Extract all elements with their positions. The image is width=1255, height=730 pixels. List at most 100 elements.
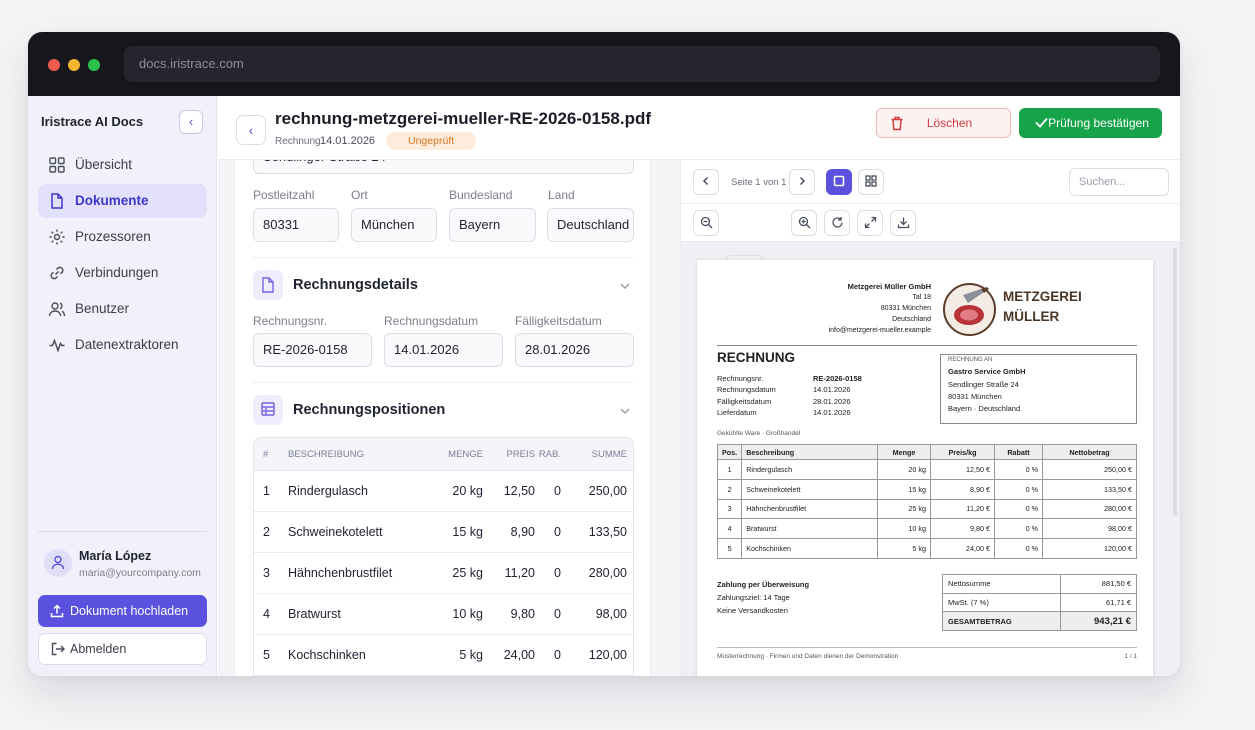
viewer-search-input[interactable]: Suchen... <box>1069 168 1169 196</box>
country-field[interactable]: Deutschland <box>547 208 634 242</box>
sidebar-item-overview[interactable]: Übersicht <box>38 148 207 182</box>
pdf-cell: 25 kg <box>877 498 931 520</box>
download-button[interactable] <box>890 210 916 236</box>
chevron-down-icon[interactable] <box>618 279 632 293</box>
table-icon <box>261 402 275 416</box>
sidebar-item-connections[interactable]: Verbindungen <box>38 256 207 290</box>
document-icon <box>262 277 274 293</box>
row-discount: 0 <box>554 566 561 580</box>
row-discount: 0 <box>554 648 561 662</box>
confirm-review-button[interactable]: Prüfung bestätigen <box>1019 108 1162 138</box>
grid-view-button[interactable] <box>858 169 884 195</box>
table-row[interactable]: 3 Hähnchenbrustfilet 25 kg 11,20 0 280,0… <box>254 553 633 594</box>
pdf-line-items-table: Pos. Beschreibung Menge Preis/kg Rabatt … <box>716 444 1137 559</box>
bill-to-region: Bayern · Deutschland <box>948 404 1021 413</box>
grid-icon <box>865 175 877 187</box>
sidebar-item-label: Benutzer <box>75 301 130 316</box>
chevron-down-icon[interactable] <box>618 404 632 418</box>
maximize-window-dot[interactable] <box>88 59 100 71</box>
user-icon <box>51 555 65 570</box>
delete-button-label: Löschen <box>926 116 973 130</box>
rotate-button[interactable] <box>824 210 850 236</box>
row-num: 5 <box>263 648 270 662</box>
table-row: 5 Kochschinken 5 kg 24,00 € 0 % 120,00 € <box>716 538 1137 559</box>
positions-title: Rechnungspositionen <box>293 402 446 418</box>
check-icon <box>1035 117 1048 128</box>
collapse-sidebar-button[interactable]: ‹ <box>179 110 203 134</box>
col-discount: RAB. <box>538 449 561 460</box>
butcher-logo <box>943 283 996 336</box>
zoom-out-icon <box>700 216 712 229</box>
meta-label: Fälligkeitsdatum <box>717 397 772 406</box>
page-title: rechnung-metzgerei-mueller-RE-2026-0158.… <box>275 109 651 128</box>
table-row[interactable]: 4 Bratwurst 10 kg 9,80 0 98,00 <box>254 594 633 635</box>
due-date-field[interactable]: 28.01.2026 <box>515 333 634 367</box>
prev-page-button[interactable] <box>693 169 719 195</box>
table-row: 3 Hähnchenbrustfilet 25 kg 11,20 € 0 % 2… <box>716 498 1137 520</box>
fullscreen-button[interactable] <box>857 210 883 236</box>
pdf-col-price: Preis/kg <box>930 444 995 460</box>
row-discount: 0 <box>554 607 561 621</box>
sidebar-item-documents[interactable]: Dokumente <box>38 184 207 218</box>
back-button[interactable]: ‹ <box>236 115 266 145</box>
meta-value: RE-2026-0158 <box>813 374 862 383</box>
invoice-number-field[interactable]: RE-2026-0158 <box>253 333 372 367</box>
meta-label: Rechnungsdatum <box>717 385 776 394</box>
sidebar-item-data-extractors[interactable]: Datenextraktoren <box>38 328 207 362</box>
avatar[interactable] <box>44 549 72 577</box>
row-price: 12,50 <box>503 484 535 498</box>
table-row[interactable]: 2 Schweinekotelett 15 kg 8,90 0 133,50 <box>254 512 633 553</box>
zoom-in-button[interactable] <box>791 210 817 236</box>
zoom-in-icon <box>798 216 810 229</box>
sidebar-item-processors[interactable]: Prozessoren <box>38 220 207 254</box>
single-page-view-button[interactable] <box>826 169 852 195</box>
url-bar[interactable]: docs.iristrace.com <box>124 46 1160 82</box>
row-quantity: 25 kg <box>452 566 483 580</box>
row-description: Kochschinken <box>288 648 366 662</box>
viewer-scrollbar[interactable] <box>1173 248 1177 516</box>
plz-field[interactable]: 80331 <box>253 208 339 242</box>
shipping-note: Keine Versandkosten <box>717 606 788 615</box>
meta-value: 14.01.2026 <box>813 385 851 394</box>
row-sum: 250,00 <box>588 484 627 498</box>
sidebar-item-users[interactable]: Benutzer <box>38 292 207 326</box>
invoice-date-field[interactable]: 14.01.2026 <box>384 333 503 367</box>
row-description: Hähnchenbrustfilet <box>288 566 393 580</box>
pdf-cell: Schweinekotelett <box>741 478 878 500</box>
row-price: 24,00 <box>503 648 535 662</box>
next-page-button[interactable] <box>789 169 815 195</box>
city-label: Ort <box>351 188 368 202</box>
state-field[interactable]: Bayern <box>449 208 536 242</box>
logout-button[interactable]: Abmelden <box>38 633 207 665</box>
city-field[interactable]: München <box>351 208 437 242</box>
pdf-cell: 0 % <box>994 518 1043 540</box>
col-description: BESCHREIBUNG <box>288 449 365 460</box>
sidebar-item-label: Datenextraktoren <box>75 337 179 352</box>
logo-line-1: METZGEREI <box>1003 289 1082 304</box>
delete-button[interactable]: Löschen <box>876 108 1011 138</box>
pdf-cell: 0 % <box>994 538 1043 559</box>
expand-icon <box>864 216 876 229</box>
zoom-out-button[interactable] <box>693 210 719 236</box>
row-quantity: 10 kg <box>452 607 483 621</box>
logout-button-label: Abmelden <box>70 642 127 656</box>
pdf-cell: 0 % <box>994 498 1043 520</box>
close-window-dot[interactable] <box>48 59 60 71</box>
payment-term: Zahlungsziel: 14 Tage <box>717 593 790 602</box>
upload-document-button[interactable]: Dokument hochladen <box>38 595 207 627</box>
street-field[interactable]: Sendlinger Straße 24 <box>253 160 634 174</box>
trash-icon <box>891 116 903 131</box>
seller-email: info@metzgerei-mueller.example <box>828 327 931 334</box>
minimize-window-dot[interactable] <box>68 59 80 71</box>
col-sum: SUMME <box>591 449 627 460</box>
bill-to-city: 80331 München <box>948 392 1002 401</box>
meta-value: 14.01.2026 <box>813 408 851 417</box>
logout-icon <box>51 642 65 656</box>
table-row[interactable]: 1 Rindergulasch 20 kg 12,50 0 250,00 <box>254 471 633 512</box>
col-num: # <box>263 449 269 460</box>
table-row[interactable]: 5 Kochschinken 5 kg 24,00 0 120,00 <box>254 635 633 676</box>
payment-title: Zahlung per Überweisung <box>717 580 810 589</box>
user-email: maria@yourcompany.com <box>79 567 201 579</box>
col-price: PREIS <box>506 449 535 460</box>
logo-line-2: MÜLLER <box>1003 309 1060 324</box>
